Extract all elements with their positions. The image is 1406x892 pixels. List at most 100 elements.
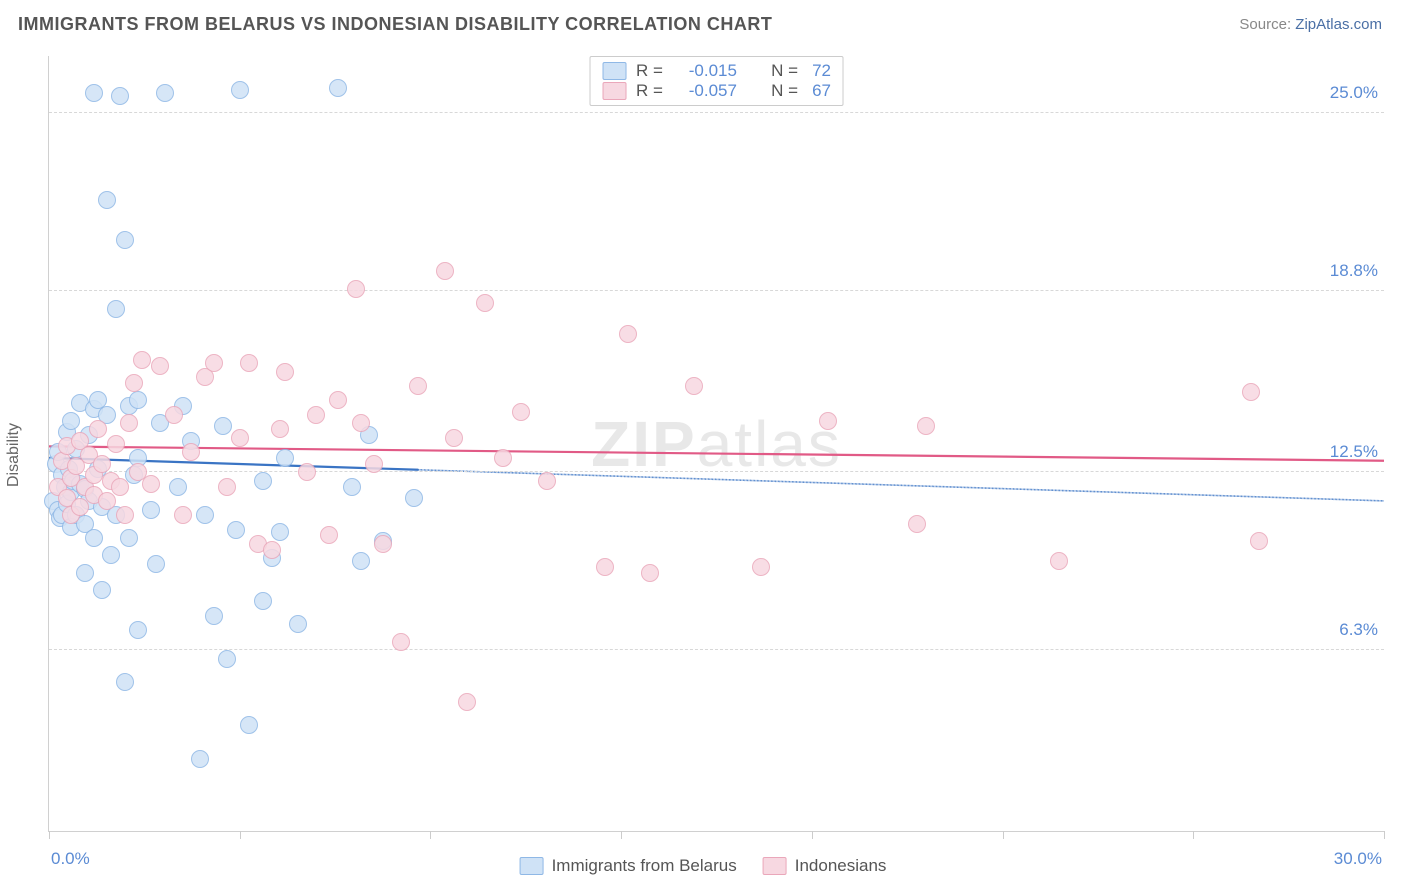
data-point [107,300,125,318]
data-point [1242,383,1260,401]
y-tick-label: 12.5% [1330,442,1378,462]
legend-swatch [602,82,626,100]
legend-row: R =-0.057 N =67 [602,81,831,101]
data-point [352,552,370,570]
data-point [343,478,361,496]
data-point [685,377,703,395]
legend-r-label: R = [636,81,663,101]
data-point [365,455,383,473]
data-point [120,414,138,432]
data-point [271,523,289,541]
data-point [819,412,837,430]
y-tick-label: 6.3% [1339,620,1378,640]
x-tick [1384,831,1385,839]
data-point [156,84,174,102]
data-point [89,420,107,438]
data-point [102,546,120,564]
data-point [129,621,147,639]
x-tick [1003,831,1004,839]
data-point [271,420,289,438]
data-point [133,351,151,369]
data-point [151,357,169,375]
legend-swatch [763,857,787,875]
data-point [276,449,294,467]
data-point [116,673,134,691]
data-point [85,529,103,547]
data-point [93,455,111,473]
data-point [240,354,258,372]
data-point [125,374,143,392]
legend-n-label: N = [771,81,798,101]
data-point [254,472,272,490]
data-point [107,435,125,453]
legend-swatch [602,62,626,80]
data-point [641,564,659,582]
data-point [205,354,223,372]
series-legend-item: Immigrants from Belarus [520,856,737,876]
data-point [120,529,138,547]
data-point [227,521,245,539]
x-axis-max-label: 30.0% [1334,849,1382,869]
data-point [347,280,365,298]
x-tick [49,831,50,839]
x-tick [240,831,241,839]
source-attribution: Source: ZipAtlas.com [1239,16,1382,33]
data-point [445,429,463,447]
data-point [1250,532,1268,550]
data-point [231,81,249,99]
data-point [276,363,294,381]
data-point [111,478,129,496]
data-point [147,555,165,573]
data-point [116,506,134,524]
data-point [93,581,111,599]
data-point [231,429,249,447]
data-point [98,492,116,510]
data-point [240,716,258,734]
legend-r-label: R = [636,61,663,81]
data-point [62,412,80,430]
scatter-plot-area: ZIPatlas R =-0.015 N =72R =-0.057 N =67 … [48,56,1384,832]
data-point [1050,552,1068,570]
series-label: Immigrants from Belarus [552,856,737,876]
data-point [409,377,427,395]
data-point [218,478,236,496]
data-point [182,443,200,461]
data-point [352,414,370,432]
data-point [374,535,392,553]
data-point [392,633,410,651]
x-tick [621,831,622,839]
data-point [329,391,347,409]
data-point [165,406,183,424]
series-label: Indonesians [795,856,887,876]
legend-n-value: 72 [812,61,831,81]
y-axis-label: Disability [5,423,23,487]
data-point [116,231,134,249]
data-point [85,84,103,102]
legend-swatch [520,857,544,875]
data-point [596,558,614,576]
legend-n-value: 67 [812,81,831,101]
legend-row: R = -0.015 N = 72 [602,61,831,81]
legend-n-label: N = [771,61,798,81]
legend-r-value: -0.015 [677,61,737,81]
data-point [320,526,338,544]
gridline [49,471,1384,472]
source-prefix: Source: [1239,16,1295,33]
gridline [49,649,1384,650]
data-point [436,262,454,280]
data-point [111,87,129,105]
x-tick [430,831,431,839]
gridline [49,112,1384,113]
source-link[interactable]: ZipAtlas.com [1295,16,1382,33]
data-point [191,750,209,768]
trend-lines [49,56,1384,831]
data-point [263,541,281,559]
data-point [908,515,926,533]
data-point [218,650,236,668]
chart-header: IMMIGRANTS FROM BELARUS VS INDONESIAN DI… [0,0,1406,43]
correlation-legend: R =-0.015 N =72R =-0.057 N =67 [589,56,844,106]
chart-title: IMMIGRANTS FROM BELARUS VS INDONESIAN DI… [18,14,772,35]
data-point [205,607,223,625]
series-legend: Immigrants from Belarus Indonesians [520,856,887,876]
data-point [538,472,556,490]
